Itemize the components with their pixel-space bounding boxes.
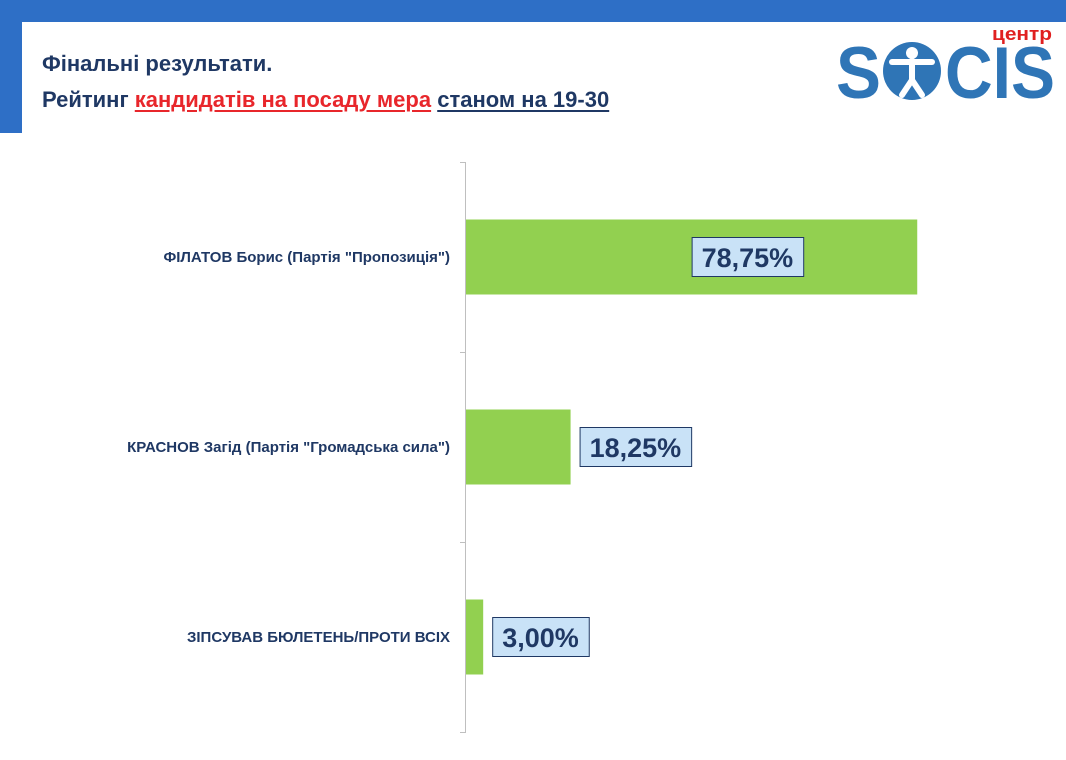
- logo-letter-s: S: [836, 33, 881, 108]
- category-label-1: ФІЛАТОВ Борис (Партія "Пропозиція"): [163, 249, 450, 266]
- data-label-box: [691, 237, 805, 277]
- category-label-2: КРАСНОВ Загід (Партія "Громадська сила"): [127, 439, 450, 456]
- data-label-text: 3,00%: [502, 623, 579, 653]
- data-label-2: 18,25%: [579, 427, 693, 467]
- logo-tag: центр: [992, 24, 1052, 44]
- title-line-2-highlight: кандидатів на посаду мера: [134, 87, 432, 112]
- data-label-text: 18,25%: [590, 433, 682, 463]
- header-left-strip: [0, 0, 22, 133]
- title-line-2-prefix: Рейтинг: [42, 87, 129, 112]
- header-top-bar: [0, 0, 1066, 22]
- data-label-box: [492, 617, 590, 657]
- logo-figure-icon: [883, 42, 941, 100]
- data-labels: 78,75% 18,25% 3,00%: [492, 237, 805, 657]
- category-labels: ФІЛАТОВ Борис (Партія "Пропозиція") КРАСН…: [127, 249, 450, 646]
- data-label-3: 3,00%: [492, 617, 590, 657]
- title-line-2: Рейтинг кандидатів на посаду мера станом…: [42, 82, 609, 118]
- bar-chart: ФІЛАТОВ Борис (Партія "Пропозиція") КРАСН…: [127, 162, 918, 733]
- bar-2: [466, 409, 571, 485]
- data-label-box: [579, 427, 693, 467]
- y-axis-ticks: [460, 162, 466, 733]
- data-label-1: 78,75%: [691, 237, 805, 277]
- title-line-1: Фінальні результати.: [42, 51, 273, 76]
- bar-3: [466, 599, 484, 675]
- logo-letters-cis: CIS: [945, 33, 1055, 108]
- category-label-3: ЗІПСУВАВ БЮЛЕТЕНЬ/ПРОТИ ВСІХ: [187, 629, 450, 646]
- socis-logo: центр S CIS: [836, 24, 1055, 108]
- title-line-2-suffix: станом на 19-30: [437, 87, 610, 112]
- data-label-text: 78,75%: [702, 243, 794, 273]
- slide-title: Фінальні результати. Рейтинг кандидатів …: [42, 46, 609, 118]
